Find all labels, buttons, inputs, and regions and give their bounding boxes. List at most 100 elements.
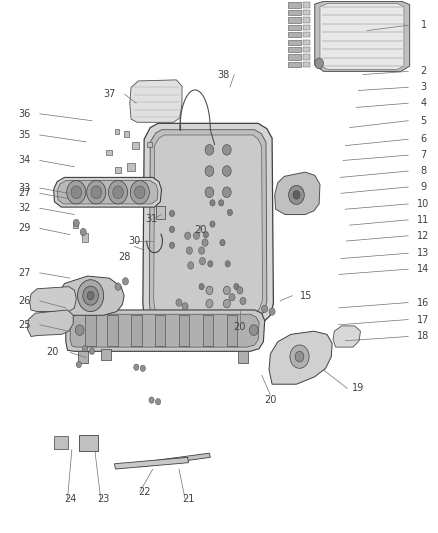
Text: 8: 8 [420,166,427,176]
Bar [155,316,166,346]
Circle shape [202,239,208,246]
Circle shape [203,231,208,238]
Circle shape [223,286,230,295]
Text: 17: 17 [417,314,430,325]
Text: 6: 6 [420,134,427,144]
Text: 20: 20 [194,225,207,236]
Text: 34: 34 [18,156,30,165]
Text: 30: 30 [128,236,140,246]
Bar [288,10,301,15]
Polygon shape [154,135,262,319]
Bar [303,17,311,22]
Bar [238,351,248,363]
Circle shape [122,278,128,285]
Text: 20: 20 [234,322,246,333]
Circle shape [295,351,304,362]
Circle shape [208,261,213,267]
Bar [288,3,301,8]
Text: 15: 15 [300,290,312,301]
Circle shape [210,221,215,227]
Text: 38: 38 [217,70,230,79]
Text: 4: 4 [420,98,427,108]
Bar [303,10,311,15]
Bar [116,167,120,173]
Circle shape [289,185,304,205]
Circle shape [113,186,123,199]
Text: 18: 18 [417,332,430,342]
Bar [132,142,139,149]
Circle shape [67,181,86,204]
Text: 27: 27 [18,188,30,198]
Polygon shape [70,314,259,347]
Bar [79,435,99,451]
Bar [303,47,311,52]
Text: 27: 27 [18,268,30,278]
Circle shape [293,191,300,199]
Bar [288,54,301,60]
Circle shape [176,299,182,306]
Bar [115,128,119,134]
Circle shape [240,297,246,305]
Polygon shape [269,331,332,384]
Circle shape [134,364,139,370]
Circle shape [210,200,215,206]
Circle shape [115,283,121,290]
Circle shape [89,348,95,354]
Circle shape [87,181,106,204]
Bar [288,32,301,37]
Text: 1: 1 [420,20,427,30]
Circle shape [220,239,225,246]
Polygon shape [143,123,273,329]
Polygon shape [149,130,267,324]
Circle shape [71,186,81,199]
Circle shape [109,181,127,204]
Circle shape [205,166,214,176]
Text: 22: 22 [138,487,150,497]
Circle shape [155,399,161,405]
Circle shape [91,186,102,199]
Circle shape [78,280,104,312]
Circle shape [223,166,231,176]
Circle shape [186,247,192,254]
Bar [73,222,78,228]
Polygon shape [275,172,320,215]
Circle shape [219,200,224,206]
Circle shape [170,211,175,216]
Circle shape [140,365,145,372]
Circle shape [269,308,275,316]
Bar [82,232,88,242]
Polygon shape [57,181,158,204]
Circle shape [223,187,231,198]
Circle shape [206,300,213,308]
Text: 5: 5 [420,116,427,126]
Circle shape [223,144,231,155]
Polygon shape [333,326,360,347]
Bar [303,32,311,37]
Bar [101,349,111,360]
Polygon shape [138,453,210,467]
Circle shape [290,345,309,368]
Bar [288,39,301,45]
Circle shape [83,286,99,305]
Text: 19: 19 [352,383,364,393]
Text: 3: 3 [420,82,427,92]
Bar [106,150,113,155]
Bar [303,62,311,67]
Circle shape [199,257,205,265]
Text: 12: 12 [417,231,430,241]
Text: 7: 7 [420,150,427,160]
Text: 16: 16 [417,297,430,308]
Circle shape [234,284,239,290]
Bar [288,62,301,67]
Bar [303,3,311,8]
Circle shape [130,181,149,204]
Bar [303,25,311,30]
Circle shape [149,397,154,403]
Text: 29: 29 [18,223,30,233]
Bar [85,316,96,346]
Bar [288,25,301,30]
Bar [288,17,301,22]
Circle shape [170,242,175,248]
Text: 26: 26 [18,296,30,306]
Text: 25: 25 [18,320,30,330]
